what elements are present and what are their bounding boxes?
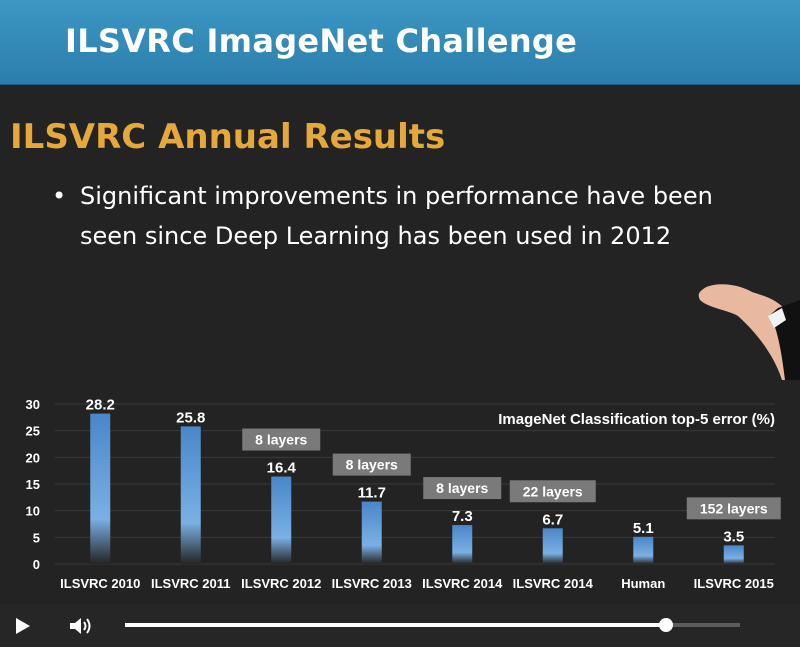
bar bbox=[723, 545, 744, 564]
data-label: 25.8 bbox=[176, 409, 205, 426]
layers-badge bbox=[686, 497, 781, 520]
y-tick-label: 0 bbox=[33, 557, 40, 572]
y-tick-label: 15 bbox=[26, 477, 40, 492]
x-tick-label: ILSVRC 2012 bbox=[241, 576, 321, 591]
layers-badge-label: 152 layers bbox=[700, 500, 768, 516]
data-label: 6.7 bbox=[542, 511, 563, 528]
layers-badge bbox=[332, 453, 411, 476]
layers-badge-label: 8 layers bbox=[436, 480, 488, 496]
bar bbox=[542, 528, 563, 564]
layers-badge-label: 8 layers bbox=[346, 457, 398, 473]
bullet-text: Significant improvements in performance … bbox=[80, 182, 713, 250]
bar bbox=[361, 501, 382, 564]
y-tick-label: 5 bbox=[33, 530, 40, 545]
progress-track[interactable] bbox=[125, 618, 740, 632]
bar bbox=[633, 536, 654, 564]
x-tick-label: ILSVRC 2010 bbox=[60, 576, 140, 591]
x-tick-label: ILSVRC 2013 bbox=[332, 576, 412, 591]
data-label: 7.3 bbox=[452, 508, 473, 525]
layers-badge bbox=[509, 480, 596, 503]
slide-header-title: ILSVRC ImageNet Challenge bbox=[65, 22, 578, 60]
x-tick-label: ILSVRC 2015 bbox=[694, 576, 774, 591]
x-tick-label: Human bbox=[621, 576, 665, 591]
bar bbox=[90, 413, 111, 564]
progress-fill bbox=[125, 623, 667, 627]
slide-heading: ILSVRC Annual Results bbox=[10, 117, 446, 157]
layers-badge-label: 22 layers bbox=[523, 483, 583, 499]
data-label: 16.4 bbox=[267, 460, 297, 477]
slide-header: ILSVRC ImageNet Challenge bbox=[0, 0, 800, 85]
y-tick-label: 20 bbox=[26, 450, 40, 465]
bullet-dot: • bbox=[52, 182, 67, 210]
chart-title: ImageNet Classification top-5 error (%) bbox=[498, 411, 775, 428]
x-tick-label: ILSVRC 2011 bbox=[151, 576, 231, 591]
bar bbox=[271, 476, 292, 564]
data-label: 3.5 bbox=[723, 528, 744, 545]
play-icon[interactable] bbox=[12, 616, 32, 636]
volume-icon[interactable] bbox=[68, 615, 94, 637]
y-tick-label: 10 bbox=[26, 504, 40, 519]
y-tick-label: 30 bbox=[26, 397, 40, 412]
data-label: 5.1 bbox=[633, 520, 654, 537]
x-tick-label: ILSVRC 2014 bbox=[422, 576, 503, 591]
pointing-hand-icon bbox=[698, 284, 800, 380]
layers-badge-label: 8 layers bbox=[255, 432, 307, 448]
data-label: 11.7 bbox=[358, 485, 386, 502]
bar bbox=[180, 426, 201, 564]
layers-badge bbox=[242, 428, 321, 451]
y-tick-label: 25 bbox=[26, 424, 40, 439]
video-player-controls bbox=[0, 604, 800, 647]
progress-handle[interactable] bbox=[659, 618, 674, 632]
data-label: 28.2 bbox=[86, 397, 115, 414]
layers-badge bbox=[423, 477, 502, 500]
x-tick-label: ILSVRC 2014 bbox=[513, 576, 594, 591]
bar bbox=[452, 525, 473, 564]
bar-chart: 0 5 10 15 20 25 30 8 layers 8 layers 8 layers 22 … bbox=[26, 397, 781, 618]
